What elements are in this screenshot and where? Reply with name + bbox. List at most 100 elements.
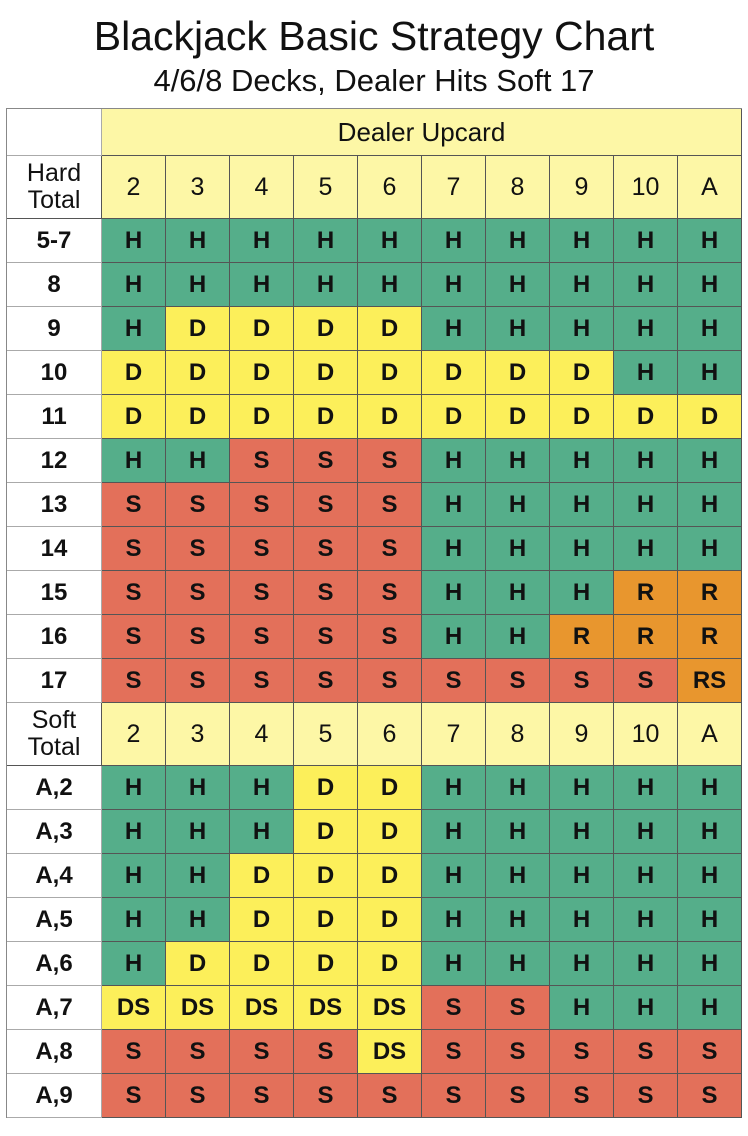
- strategy-table: Dealer Upcard Hard Total 2 3 4 5 6 7 8 9 10 A 5-7 H H H…: [6, 108, 742, 1118]
- action-cell: D: [294, 307, 358, 351]
- action-cell: D: [358, 766, 422, 810]
- action-cell: D: [230, 351, 294, 395]
- action-cell: H: [678, 898, 742, 942]
- action-cell: S: [166, 659, 230, 703]
- action-cell: S: [102, 527, 166, 571]
- corner-cell: [7, 109, 102, 156]
- action-cell: DS: [294, 986, 358, 1030]
- action-cell: D: [230, 395, 294, 439]
- action-cell: S: [230, 1030, 294, 1074]
- action-cell: DS: [358, 986, 422, 1030]
- action-cell: H: [102, 942, 166, 986]
- action-cell: H: [614, 219, 678, 263]
- action-cell: H: [550, 986, 614, 1030]
- upcard-header: A: [678, 156, 742, 219]
- action-cell: H: [422, 615, 486, 659]
- action-cell: RS: [678, 659, 742, 703]
- action-cell: S: [102, 1030, 166, 1074]
- action-cell: H: [678, 766, 742, 810]
- action-cell: S: [358, 483, 422, 527]
- action-cell: H: [102, 307, 166, 351]
- action-cell: S: [230, 439, 294, 483]
- action-cell: S: [294, 615, 358, 659]
- hand-label: 13: [7, 483, 102, 527]
- action-cell: H: [422, 219, 486, 263]
- action-cell: D: [550, 351, 614, 395]
- action-cell: H: [294, 219, 358, 263]
- action-cell: D: [358, 854, 422, 898]
- action-cell: S: [358, 1074, 422, 1118]
- action-cell: S: [230, 615, 294, 659]
- hand-label: A,4: [7, 854, 102, 898]
- action-cell: H: [550, 439, 614, 483]
- hand-label: A,3: [7, 810, 102, 854]
- action-cell: H: [486, 483, 550, 527]
- action-cell: H: [422, 439, 486, 483]
- action-cell: S: [102, 615, 166, 659]
- action-cell: H: [678, 527, 742, 571]
- upcard-header: 3: [166, 156, 230, 219]
- section-label: Soft Total: [7, 703, 102, 766]
- action-cell: H: [614, 263, 678, 307]
- action-cell: S: [166, 483, 230, 527]
- action-cell: D: [294, 395, 358, 439]
- hand-label: 15: [7, 571, 102, 615]
- action-cell: H: [678, 942, 742, 986]
- action-cell: S: [486, 1030, 550, 1074]
- action-cell: H: [422, 854, 486, 898]
- upcard-header: 10: [614, 156, 678, 219]
- action-cell: H: [486, 942, 550, 986]
- action-cell: H: [422, 810, 486, 854]
- action-cell: S: [422, 659, 486, 703]
- action-cell: D: [358, 395, 422, 439]
- action-cell: S: [486, 1074, 550, 1118]
- chart-title: Blackjack Basic Strategy Chart: [93, 13, 655, 59]
- action-cell: S: [166, 615, 230, 659]
- action-cell: S: [294, 571, 358, 615]
- action-cell: H: [486, 766, 550, 810]
- action-cell: D: [422, 395, 486, 439]
- upcard-header: 7: [422, 703, 486, 766]
- action-cell: H: [614, 766, 678, 810]
- action-cell: D: [358, 898, 422, 942]
- action-cell: S: [102, 483, 166, 527]
- action-cell: H: [486, 854, 550, 898]
- action-cell: S: [166, 571, 230, 615]
- action-cell: S: [358, 439, 422, 483]
- action-cell: H: [486, 571, 550, 615]
- action-cell: H: [422, 527, 486, 571]
- action-cell: H: [678, 263, 742, 307]
- action-cell: D: [614, 395, 678, 439]
- action-cell: H: [550, 483, 614, 527]
- upcard-header: 9: [550, 703, 614, 766]
- action-cell: H: [614, 854, 678, 898]
- action-cell: R: [678, 571, 742, 615]
- action-cell: S: [422, 1074, 486, 1118]
- action-cell: H: [166, 263, 230, 307]
- action-cell: H: [102, 439, 166, 483]
- action-cell: H: [678, 219, 742, 263]
- action-cell: H: [550, 571, 614, 615]
- action-cell: H: [550, 263, 614, 307]
- action-cell: H: [230, 263, 294, 307]
- action-cell: D: [294, 810, 358, 854]
- action-cell: D: [230, 942, 294, 986]
- hand-label: A,6: [7, 942, 102, 986]
- action-cell: DS: [102, 986, 166, 1030]
- action-cell: H: [550, 810, 614, 854]
- hand-label: A,9: [7, 1074, 102, 1118]
- action-cell: S: [614, 1030, 678, 1074]
- action-cell: S: [166, 527, 230, 571]
- action-cell: S: [294, 483, 358, 527]
- action-cell: S: [550, 1074, 614, 1118]
- action-cell: D: [358, 810, 422, 854]
- action-cell: S: [294, 1030, 358, 1074]
- action-cell: D: [166, 942, 230, 986]
- action-cell: H: [550, 219, 614, 263]
- action-cell: S: [230, 1074, 294, 1118]
- action-cell: S: [294, 659, 358, 703]
- action-cell: H: [422, 307, 486, 351]
- action-cell: D: [166, 395, 230, 439]
- action-cell: S: [166, 1030, 230, 1074]
- action-cell: S: [422, 1030, 486, 1074]
